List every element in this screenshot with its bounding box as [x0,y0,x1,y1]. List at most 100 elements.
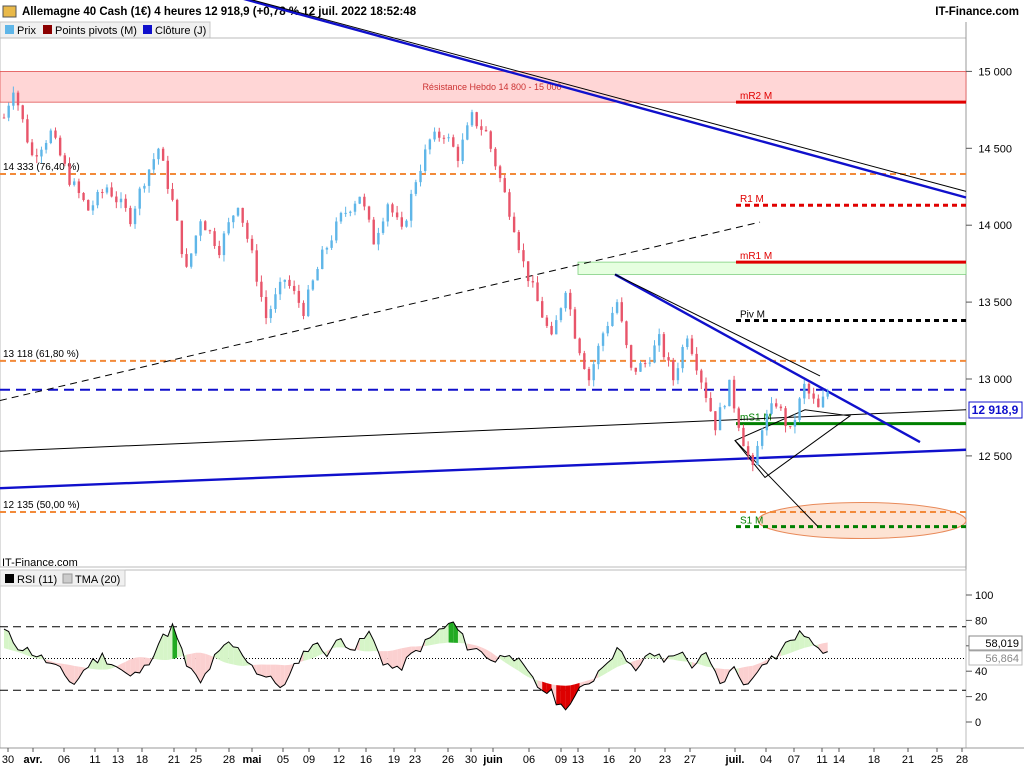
candle-body [73,181,76,185]
candle-body [283,279,286,282]
candle-body [746,446,750,456]
x-tick-label: 25 [931,754,943,766]
x-tick-label: 06 [523,754,535,766]
rsi-fill-segment [790,639,795,653]
legend-item-tma[interactable]: TMA (20) [62,573,120,586]
candle-body [386,204,389,222]
candle-body [658,334,661,346]
candle-body [119,198,123,203]
legend-item-prix[interactable]: Prix [5,25,36,37]
rsi-fill-segment [270,664,276,684]
legend-label-rsi: RSI (11) [17,574,57,586]
rsi-fill-segment [102,653,107,670]
price-panel-frame [0,37,967,568]
rsi-fill-segment [228,641,234,665]
x-tick-label: 18 [868,754,880,766]
candle-body [246,222,249,239]
candle-body [732,379,736,409]
candle-body [433,131,436,140]
candle-body [414,182,418,194]
rsi-fill-segment [158,634,164,661]
legend-item-pivots[interactable]: Points pivots (M) [43,25,137,37]
rsi-fill-segment [74,665,79,685]
rsi-fill-segment [743,666,749,685]
candle-body [367,206,371,220]
rsi-fill-segment [439,628,444,644]
header-bar: Allemagne 40 Cash (1€) 4 heures 12 918,9… [0,0,1024,22]
candle-body [742,427,745,447]
candle-body [765,413,769,431]
rsi-fill-segment [387,650,393,669]
rsi-fill-segment [106,664,112,670]
price-candles [2,86,829,472]
candle-body [124,198,127,208]
candle-body [110,187,113,197]
candle-body [101,191,104,193]
candle-body [756,445,759,466]
rsi-fill-segment [186,653,192,669]
candle-body [686,338,689,347]
rsi-fill-segment [443,623,449,644]
candle-body [278,281,282,295]
rsi-fill-segment [406,646,412,658]
candle-body [335,221,338,241]
rsi-fill-segment [364,631,370,652]
candle-body [508,192,511,217]
x-tick-label: 16 [603,754,615,766]
trendline-downtrend-black [614,273,821,377]
x-tick-label: 19 [388,754,400,766]
rsi-fill-segment [97,653,103,670]
candle-body [760,430,764,446]
rsi-fill-segment [144,657,150,666]
candle-body [297,290,301,303]
candle-body [232,215,235,223]
chart-type-icon[interactable] [2,5,17,18]
rsi-fill-segment [523,664,529,677]
rsi-fill-segment [22,647,28,656]
candle-body [718,407,722,431]
candle-body [793,420,797,427]
candle-body [35,155,38,157]
candle-body [7,105,10,118]
rsi-fill-segment [280,664,285,688]
legend-item-cloture[interactable]: Clôture (J) [143,25,206,37]
legend-label-pivots: Points pivots (M) [55,25,137,37]
x-tick-label: 05 [277,754,289,766]
rsi-fill-segment [570,684,575,705]
rsi-fill-segment [4,629,9,650]
legend-swatch-pivots [43,25,52,34]
rsi-fill-segment [284,664,290,685]
rsi-fill-segment [369,631,374,652]
rsi-line-path [3,621,828,711]
price-y-tick-label: 12 500 [978,451,1012,463]
rsi-levels [0,626,966,691]
x-tick-label: 16 [360,754,372,766]
candle-body [409,193,413,221]
rsi-fill-segment [261,664,267,678]
candle-body [690,338,694,354]
rsi-fill-segment [720,668,725,684]
candle-body [21,105,24,120]
rsi-fill-segment [425,637,430,647]
candle-body [63,155,67,164]
candle-body [789,426,792,428]
last-price-value: 12 918,9 [972,403,1019,417]
candle-body [49,130,52,143]
candle-body [190,253,193,267]
target-ellipse [757,501,967,539]
rsi-fill-segment [654,654,660,659]
candle-body [204,221,207,231]
rsi-fill-segment [36,655,42,660]
rsi-fill-segment [397,648,402,671]
rsi-fill-segment [69,664,75,685]
candle-body [208,230,212,232]
candle-body [648,362,652,364]
fib-level-label: 12 135 (50,00 %) [3,500,80,511]
rsi-fill-segment [429,634,435,646]
candle-body [138,188,141,209]
legend-item-rsi[interactable]: RSI (11) [5,574,57,586]
candle-body [227,222,230,234]
x-tick-label: 13 [112,754,124,766]
legend-swatch-cloture [143,25,152,34]
